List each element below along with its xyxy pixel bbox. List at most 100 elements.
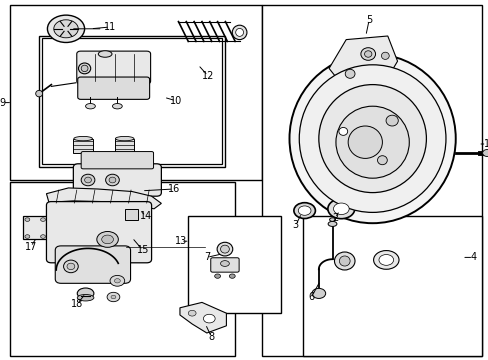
Ellipse shape	[378, 255, 393, 265]
Bar	[41, 38, 222, 164]
Ellipse shape	[298, 206, 310, 215]
Circle shape	[25, 218, 30, 221]
Ellipse shape	[81, 65, 88, 72]
Circle shape	[41, 235, 45, 238]
Ellipse shape	[235, 28, 243, 36]
Text: 8: 8	[208, 332, 214, 342]
Bar	[10, 182, 234, 356]
Circle shape	[114, 279, 120, 283]
Circle shape	[102, 235, 113, 244]
Ellipse shape	[327, 199, 354, 219]
Bar	[39, 36, 224, 167]
Ellipse shape	[339, 256, 349, 266]
Polygon shape	[180, 302, 226, 333]
Text: 13: 13	[174, 236, 187, 246]
FancyBboxPatch shape	[78, 77, 149, 99]
Ellipse shape	[329, 218, 335, 221]
Bar	[261, 5, 481, 356]
Ellipse shape	[318, 85, 426, 193]
Text: 10: 10	[169, 96, 182, 106]
Ellipse shape	[98, 51, 112, 57]
FancyBboxPatch shape	[81, 152, 153, 169]
Text: 9: 9	[0, 98, 5, 108]
Circle shape	[203, 314, 215, 323]
FancyBboxPatch shape	[77, 51, 150, 84]
Ellipse shape	[36, 90, 42, 97]
FancyBboxPatch shape	[55, 246, 130, 283]
Ellipse shape	[84, 177, 91, 183]
Ellipse shape	[377, 156, 386, 165]
Bar	[23, 216, 48, 239]
Text: 5: 5	[366, 15, 371, 25]
Circle shape	[41, 218, 45, 221]
Ellipse shape	[232, 25, 246, 40]
Ellipse shape	[74, 136, 92, 141]
FancyBboxPatch shape	[73, 164, 161, 196]
Ellipse shape	[112, 104, 122, 109]
FancyBboxPatch shape	[46, 202, 151, 263]
Ellipse shape	[63, 260, 78, 273]
Ellipse shape	[115, 136, 134, 141]
Ellipse shape	[338, 127, 347, 135]
Text: 16: 16	[167, 184, 180, 194]
Ellipse shape	[327, 221, 336, 226]
Text: 14: 14	[139, 211, 152, 221]
Ellipse shape	[78, 63, 91, 74]
Circle shape	[482, 149, 488, 157]
Circle shape	[47, 15, 84, 42]
Ellipse shape	[77, 294, 94, 301]
Ellipse shape	[299, 65, 445, 212]
Circle shape	[214, 274, 220, 278]
Ellipse shape	[360, 48, 375, 60]
Text: 7: 7	[203, 252, 209, 262]
Ellipse shape	[220, 261, 229, 266]
Text: 17: 17	[24, 242, 37, 252]
Circle shape	[311, 288, 325, 298]
Ellipse shape	[381, 52, 388, 59]
Circle shape	[54, 20, 78, 38]
Ellipse shape	[335, 106, 408, 178]
Text: 1: 1	[483, 139, 488, 149]
Bar	[188, 216, 281, 313]
Polygon shape	[46, 188, 161, 209]
Ellipse shape	[334, 252, 354, 270]
Ellipse shape	[220, 245, 229, 253]
Ellipse shape	[85, 104, 95, 109]
Ellipse shape	[289, 54, 455, 223]
Bar	[10, 5, 261, 180]
Ellipse shape	[386, 115, 398, 126]
Bar	[124, 209, 138, 220]
Text: 2: 2	[331, 213, 337, 223]
Bar	[73, 139, 93, 153]
Text: 4: 4	[469, 252, 475, 262]
Circle shape	[25, 235, 30, 238]
Ellipse shape	[77, 288, 94, 299]
Circle shape	[229, 274, 235, 278]
Ellipse shape	[109, 177, 116, 183]
Text: 18: 18	[71, 299, 83, 309]
Ellipse shape	[217, 242, 232, 256]
Ellipse shape	[345, 69, 354, 78]
Circle shape	[110, 275, 124, 286]
Text: 12: 12	[201, 71, 214, 81]
Ellipse shape	[67, 263, 75, 270]
Bar	[303, 216, 481, 356]
Circle shape	[107, 292, 120, 302]
Polygon shape	[328, 36, 397, 90]
FancyBboxPatch shape	[210, 258, 239, 272]
Text: 11: 11	[103, 22, 116, 32]
Ellipse shape	[373, 251, 398, 269]
Ellipse shape	[293, 203, 315, 219]
Ellipse shape	[105, 174, 119, 186]
Text: 15: 15	[136, 245, 149, 255]
Circle shape	[188, 310, 196, 316]
Ellipse shape	[81, 174, 95, 186]
Ellipse shape	[347, 126, 382, 158]
Ellipse shape	[364, 51, 371, 57]
Text: 6: 6	[308, 292, 314, 302]
Text: 3: 3	[292, 220, 298, 230]
Bar	[115, 139, 134, 153]
Ellipse shape	[333, 203, 348, 215]
Circle shape	[97, 231, 118, 247]
Circle shape	[111, 295, 116, 299]
